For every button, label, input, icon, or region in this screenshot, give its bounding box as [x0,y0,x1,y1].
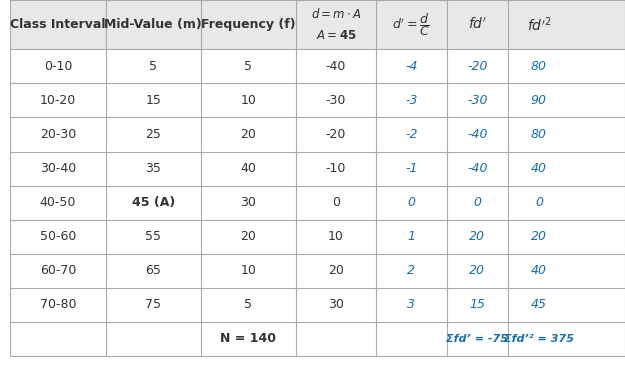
Text: 10: 10 [328,230,344,243]
Text: -40: -40 [468,128,488,141]
Text: 35: 35 [145,162,161,175]
Text: $fd^{\prime 2}$: $fd^{\prime 2}$ [527,15,551,34]
Text: $d^{\prime} = \dfrac{d}{C}$: $d^{\prime} = \dfrac{d}{C}$ [392,11,430,38]
Text: 75: 75 [145,298,161,311]
Text: 20: 20 [469,230,486,243]
Text: 40: 40 [241,162,256,175]
Text: Σfd’ = -75: Σfd’ = -75 [446,334,509,344]
Text: 30-40: 30-40 [40,162,76,175]
Text: 10-20: 10-20 [40,94,76,107]
Text: -20: -20 [468,60,488,73]
Text: -40: -40 [468,162,488,175]
Text: 45 (A): 45 (A) [131,196,175,209]
Text: Class Interval: Class Interval [10,18,106,31]
Text: 20: 20 [328,264,344,277]
Text: 40: 40 [531,162,547,175]
Text: 20: 20 [531,230,547,243]
Text: Mid-Value (m): Mid-Value (m) [104,18,202,31]
Text: 30: 30 [328,298,344,311]
Text: -30: -30 [468,94,488,107]
Text: -10: -10 [326,162,346,175]
Text: 0: 0 [408,196,416,209]
Text: 55: 55 [145,230,161,243]
Text: $A=\mathbf{45}$: $A=\mathbf{45}$ [316,29,356,42]
Text: 60-70: 60-70 [39,264,76,277]
Text: N = 140: N = 140 [221,332,276,345]
Text: 80: 80 [531,60,547,73]
Text: 5: 5 [149,60,157,73]
Text: 30: 30 [241,196,256,209]
Text: -1: -1 [405,162,418,175]
Text: 25: 25 [145,128,161,141]
Text: Frequency (f): Frequency (f) [201,18,296,31]
Text: 5: 5 [244,60,252,73]
Text: -2: -2 [405,128,418,141]
Text: 10: 10 [241,264,256,277]
Text: 2: 2 [408,264,416,277]
Text: -40: -40 [326,60,346,73]
FancyBboxPatch shape [10,0,625,49]
Text: 70-80: 70-80 [39,298,76,311]
Text: $fd^{\prime}$: $fd^{\prime}$ [468,17,487,32]
Text: 15: 15 [145,94,161,107]
Text: 90: 90 [531,94,547,107]
Text: 3: 3 [408,298,416,311]
Text: -20: -20 [326,128,346,141]
Text: 20-30: 20-30 [40,128,76,141]
Text: 65: 65 [145,264,161,277]
Text: -30: -30 [326,94,346,107]
Text: 40: 40 [531,264,547,277]
Text: 0: 0 [332,196,340,209]
Text: 50-60: 50-60 [39,230,76,243]
Text: -3: -3 [405,94,418,107]
Text: 40-50: 40-50 [39,196,76,209]
Text: -4: -4 [405,60,418,73]
Text: 20: 20 [241,230,256,243]
Text: 0: 0 [535,196,543,209]
Text: 5: 5 [244,298,252,311]
Text: Σfd’² = 375: Σfd’² = 375 [504,334,574,344]
Text: 45: 45 [531,298,547,311]
Text: 20: 20 [241,128,256,141]
Text: 15: 15 [469,298,486,311]
Text: 1: 1 [408,230,416,243]
Text: $d = m \cdot A$: $d = m \cdot A$ [311,7,361,21]
Text: 0-10: 0-10 [44,60,72,73]
Text: 10: 10 [241,94,256,107]
Text: 20: 20 [469,264,486,277]
Text: 80: 80 [531,128,547,141]
Text: 0: 0 [474,196,481,209]
